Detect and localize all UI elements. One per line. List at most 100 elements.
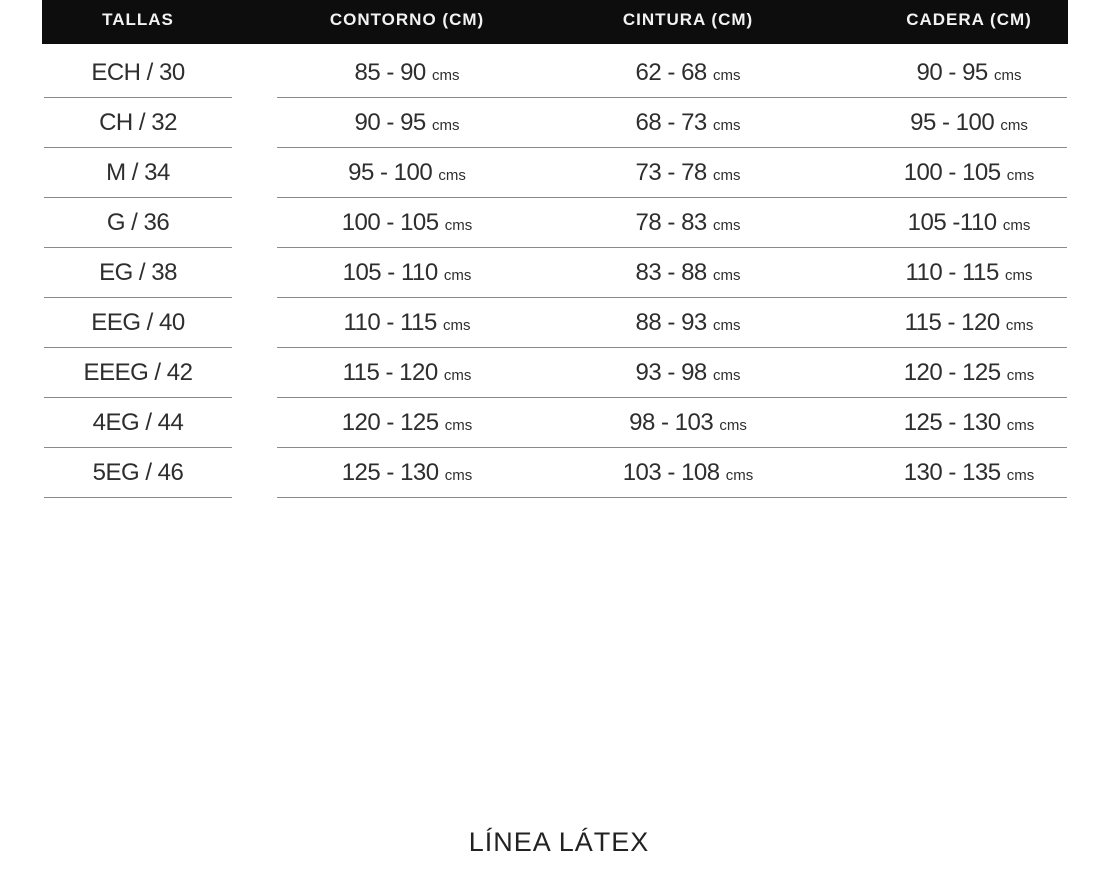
cell-value: 100 - 105 bbox=[341, 209, 439, 236]
table-row: EEG / 40 110 - 115 cms 88 - 93 cms 115 - 12… bbox=[0, 298, 1118, 348]
row-divider bbox=[44, 197, 232, 198]
cell-value: 110 - 115 bbox=[905, 259, 999, 286]
unit-label: cms bbox=[712, 217, 741, 234]
cell-cadera: 130 - 135 cms bbox=[904, 448, 1035, 498]
cell-contorno: 110 - 115 cms bbox=[343, 298, 470, 348]
cell-value: 88 - 93 bbox=[635, 309, 708, 336]
unit-label: cms bbox=[444, 217, 473, 234]
unit-label: cms bbox=[1000, 117, 1028, 134]
footer-title: LÍNEA LÁTEX bbox=[468, 827, 650, 857]
header-cadera: CADERA (CM) bbox=[906, 10, 1032, 29]
header-contorno: CONTORNO (CM) bbox=[329, 10, 485, 29]
unit-label: cms bbox=[443, 317, 471, 334]
row-divider bbox=[277, 197, 1067, 198]
row-divider bbox=[277, 97, 1067, 98]
unit-label: cms bbox=[443, 367, 472, 384]
unit-label: cms bbox=[438, 167, 466, 184]
cell-cintura: 78 - 83 cms bbox=[636, 198, 741, 248]
cell-value: 100 - 105 bbox=[903, 159, 1001, 186]
cell-size: 5EG / 46 bbox=[93, 448, 184, 498]
cell-value: 120 - 125 bbox=[341, 409, 439, 436]
cell-contorno: 85 - 90 cms bbox=[355, 48, 460, 98]
cell-cintura: 68 - 73 cms bbox=[636, 98, 741, 148]
cell-cintura: 62 - 68 cms bbox=[636, 48, 741, 98]
row-divider bbox=[277, 147, 1067, 148]
row-divider bbox=[44, 97, 232, 98]
table-row: M / 34 95 - 100 cms 73 - 78 cms 100 - 105 c… bbox=[0, 148, 1118, 198]
cell-cintura: 73 - 78 cms bbox=[636, 148, 741, 198]
cell-value: 125 - 130 bbox=[341, 459, 439, 486]
cell-contorno: 90 - 95 cms bbox=[355, 98, 460, 148]
cell-value: 95 - 100 bbox=[910, 109, 995, 136]
cell-value: 105 -110 bbox=[907, 209, 997, 236]
cell-cadera: 95 - 100 cms bbox=[910, 98, 1028, 148]
cell-cadera: 100 - 105 cms bbox=[904, 148, 1035, 198]
row-divider bbox=[277, 297, 1067, 298]
unit-label: cms bbox=[444, 467, 473, 484]
cell-cintura: 88 - 93 cms bbox=[636, 298, 741, 348]
cell-cadera: 120 - 125 cms bbox=[904, 348, 1035, 398]
row-divider bbox=[277, 497, 1067, 498]
cell-value: 5EG / 46 bbox=[92, 459, 184, 486]
cell-value: 90 - 95 bbox=[354, 109, 427, 136]
cell-size: EG / 38 bbox=[99, 248, 177, 298]
cell-size: G / 36 bbox=[107, 198, 170, 248]
unit-label: cms bbox=[1002, 217, 1031, 234]
cell-contorno: 105 - 110 cms bbox=[343, 248, 472, 298]
cell-value: 95 - 100 bbox=[348, 159, 433, 186]
cell-value: EG / 38 bbox=[99, 259, 177, 286]
cell-value: 73 - 78 bbox=[635, 159, 708, 186]
cell-value: EEEG / 42 bbox=[83, 359, 193, 386]
row-divider bbox=[44, 347, 232, 348]
cell-value: EEG / 40 bbox=[91, 309, 185, 336]
unit-label: cms bbox=[712, 367, 741, 384]
header-cintura: CINTURA (CM) bbox=[622, 10, 754, 29]
row-divider bbox=[44, 147, 232, 148]
cell-value: 110 - 115 bbox=[343, 309, 437, 336]
cell-size: ECH / 30 bbox=[91, 48, 185, 98]
cell-contorno: 115 - 120 cms bbox=[343, 348, 472, 398]
cell-value: 85 - 90 bbox=[354, 59, 427, 86]
table-row: EEEG / 42 115 - 120 cms 93 - 98 cms 120 - 1… bbox=[0, 348, 1118, 398]
cell-value: 105 - 110 bbox=[342, 259, 439, 286]
cell-size: CH / 32 bbox=[99, 98, 177, 148]
cell-value: 130 - 135 bbox=[903, 459, 1001, 486]
unit-label: cms bbox=[725, 467, 754, 484]
header-tallas: TALLAS bbox=[102, 10, 174, 29]
unit-label: cms bbox=[1006, 167, 1035, 184]
cell-cadera: 90 - 95 cms bbox=[917, 48, 1022, 98]
row-divider bbox=[277, 347, 1067, 348]
unit-label: cms bbox=[719, 417, 747, 434]
cell-value: 62 - 68 bbox=[635, 59, 708, 86]
table-row: 5EG / 46 125 - 130 cms 103 - 108 cms 130 - … bbox=[0, 448, 1118, 498]
unit-label: cms bbox=[1006, 417, 1035, 434]
cell-size: M / 34 bbox=[106, 148, 170, 198]
cell-value: 125 - 130 bbox=[903, 409, 1001, 436]
unit-label: cms bbox=[712, 317, 741, 334]
cell-cadera: 125 - 130 cms bbox=[904, 398, 1035, 448]
cell-value: 83 - 88 bbox=[635, 259, 708, 286]
cell-value: 90 - 95 bbox=[916, 59, 989, 86]
cell-value: 98 - 103 bbox=[629, 409, 714, 436]
cell-value: 115 - 120 bbox=[342, 359, 439, 386]
cell-size: EEEG / 42 bbox=[84, 348, 193, 398]
unit-label: cms bbox=[444, 417, 473, 434]
unit-label: cms bbox=[431, 67, 460, 84]
table-row: 4EG / 44 120 - 125 cms 98 - 103 cms 125 - 1… bbox=[0, 398, 1118, 448]
table-row: CH / 32 90 - 95 cms 68 - 73 cms 95 - 100 cm… bbox=[0, 98, 1118, 148]
unit-label: cms bbox=[712, 267, 741, 284]
unit-label: cms bbox=[712, 167, 741, 184]
unit-label: cms bbox=[712, 117, 741, 134]
cell-contorno: 125 - 130 cms bbox=[342, 448, 473, 498]
unit-label: cms bbox=[1005, 267, 1033, 284]
unit-label: cms bbox=[1006, 367, 1035, 384]
row-divider bbox=[277, 397, 1067, 398]
cell-cadera: 105 -110 cms bbox=[908, 198, 1031, 248]
unit-label: cms bbox=[443, 267, 472, 284]
table-row: ECH / 30 85 - 90 cms 62 - 68 cms 90 - 95 cm… bbox=[0, 48, 1118, 98]
unit-label: cms bbox=[1006, 467, 1035, 484]
cell-value: 68 - 73 bbox=[635, 109, 708, 136]
row-divider bbox=[44, 397, 232, 398]
cell-value: 93 - 98 bbox=[635, 359, 708, 386]
cell-value: 115 - 120 bbox=[904, 309, 1001, 336]
